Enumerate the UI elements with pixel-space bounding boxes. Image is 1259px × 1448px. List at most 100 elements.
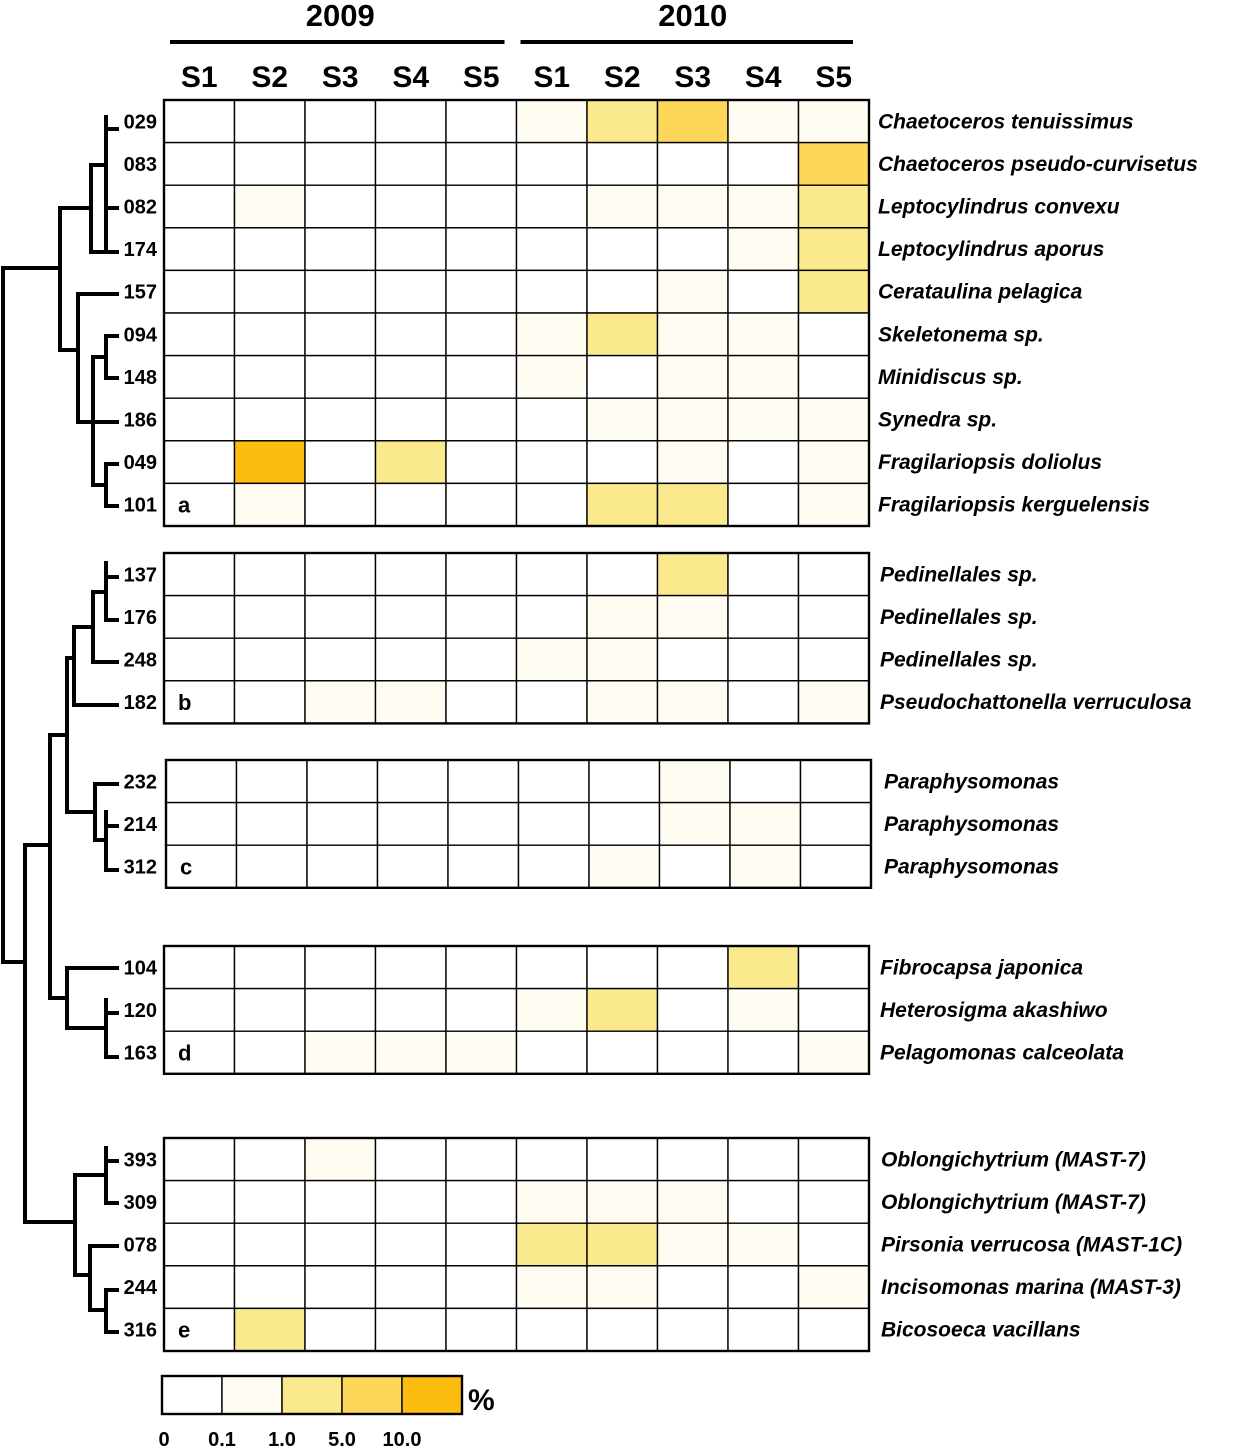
otu-label: 029 xyxy=(124,111,157,133)
heatmap-cell xyxy=(515,987,588,1032)
heatmap-cell xyxy=(233,1030,306,1075)
heatmap-cell xyxy=(727,1179,800,1224)
heatmap-cell xyxy=(586,1030,659,1075)
heatmap-cell xyxy=(304,1265,377,1310)
heatmap-cell xyxy=(445,987,518,1032)
heatmap-cell xyxy=(304,1179,377,1224)
sample-label: S3 xyxy=(674,61,711,94)
legend-tick: 0.1 xyxy=(208,1429,236,1448)
heatmap-cell xyxy=(727,269,800,314)
heatmap-cell xyxy=(586,184,659,229)
heatmap-cell xyxy=(515,1265,588,1310)
heatmap-cell xyxy=(727,552,800,597)
heatmap-cell xyxy=(656,1137,729,1182)
heatmap-cell xyxy=(515,397,588,442)
heatmap-cell xyxy=(588,801,661,846)
heatmap-cell xyxy=(797,397,870,442)
heatmap-cell xyxy=(163,1265,236,1310)
heatmap-cell xyxy=(374,99,447,144)
group-label: d xyxy=(178,1041,191,1066)
heatmap-cell xyxy=(727,680,800,725)
heatmap-cell xyxy=(445,594,518,639)
heatmap-cell xyxy=(447,759,520,804)
heatmap-cell xyxy=(445,440,518,485)
heatmap-cell xyxy=(656,440,729,485)
taxon-label: Synedra sp. xyxy=(878,409,997,432)
heatmap-cell xyxy=(656,141,729,186)
heatmap-cell xyxy=(233,354,306,399)
otu-label: 049 xyxy=(124,452,157,474)
heatmap-cell xyxy=(306,844,379,889)
heatmap-cell xyxy=(727,184,800,229)
heatmap-cell xyxy=(233,637,306,682)
heatmap-cell xyxy=(374,1030,447,1075)
group-c: 232 Paraphysomonas 214 Paraphysomonas 312 Par… xyxy=(124,758,1059,890)
sample-label: S4 xyxy=(392,61,429,94)
taxon-label: Fragilariopsis kerguelensis xyxy=(878,494,1150,517)
heatmap-cell xyxy=(515,1222,588,1267)
heatmap-cell xyxy=(656,1030,729,1075)
heatmap-cell xyxy=(727,141,800,186)
dendrogram xyxy=(1,115,119,1334)
heatmap-cell xyxy=(656,354,729,399)
heatmap-cell xyxy=(797,552,870,597)
heatmap-cell xyxy=(374,1265,447,1310)
heatmap-cell xyxy=(797,1137,870,1182)
group-label: c xyxy=(180,855,192,880)
heatmap-cell xyxy=(656,552,729,597)
taxon-label: Bicosoeca vacillans xyxy=(881,1319,1081,1342)
heatmap-cell xyxy=(658,759,731,804)
otu-label: 078 xyxy=(124,1235,157,1257)
heatmap-cell xyxy=(374,440,447,485)
otu-label: 232 xyxy=(124,771,157,793)
heatmap-cell xyxy=(729,844,802,889)
heatmap-cell xyxy=(586,1222,659,1267)
heatmap-cell xyxy=(797,1265,870,1310)
heatmap-cell xyxy=(515,482,588,527)
heatmap-cell xyxy=(586,945,659,990)
heatmap-cell xyxy=(445,99,518,144)
heatmap-cell xyxy=(586,680,659,725)
heatmap-cell xyxy=(727,312,800,357)
taxon-label: Minidiscus sp. xyxy=(878,366,1023,389)
sample-label: S4 xyxy=(745,61,782,94)
heatmap-cell xyxy=(374,354,447,399)
heatmap-cell xyxy=(586,482,659,527)
heatmap-cell xyxy=(727,945,800,990)
heatmap-cell xyxy=(586,594,659,639)
otu-label: 137 xyxy=(124,564,157,586)
heatmap-cell xyxy=(515,269,588,314)
heatmap-cell xyxy=(233,1179,306,1224)
heatmap-cell xyxy=(517,844,590,889)
heatmap-cell xyxy=(304,440,377,485)
heatmap-cell xyxy=(727,1307,800,1352)
sample-label: S1 xyxy=(181,61,218,94)
heatmap-cell xyxy=(374,1307,447,1352)
otu-label: 120 xyxy=(124,1000,157,1022)
heatmap-cell xyxy=(304,354,377,399)
heatmap-cell xyxy=(445,397,518,442)
heatmap-cell xyxy=(233,680,306,725)
heatmap-cell xyxy=(233,141,306,186)
heatmap-cell xyxy=(515,594,588,639)
heatmap-cell xyxy=(233,1307,306,1352)
otu-label: 312 xyxy=(124,857,157,879)
taxon-label: Leptocylindrus convexu xyxy=(878,196,1120,219)
heatmap-cell xyxy=(445,227,518,272)
heatmap-cell xyxy=(304,594,377,639)
heatmap-cell xyxy=(445,637,518,682)
group-frame xyxy=(162,1136,871,1353)
taxon-label: Pedinellales sp. xyxy=(880,563,1038,586)
heatmap-cell xyxy=(586,269,659,314)
heatmap-cell xyxy=(445,482,518,527)
heatmap-cell xyxy=(515,141,588,186)
heatmap-cell xyxy=(233,1222,306,1267)
legend-swatch xyxy=(281,1375,343,1415)
otu-label: 174 xyxy=(124,239,158,261)
heatmap-cell xyxy=(727,397,800,442)
heatmap-cell xyxy=(586,637,659,682)
heatmap-cell xyxy=(374,482,447,527)
heatmap-cell xyxy=(517,801,590,846)
heatmap-cell xyxy=(304,552,377,597)
heatmap-cell xyxy=(515,945,588,990)
